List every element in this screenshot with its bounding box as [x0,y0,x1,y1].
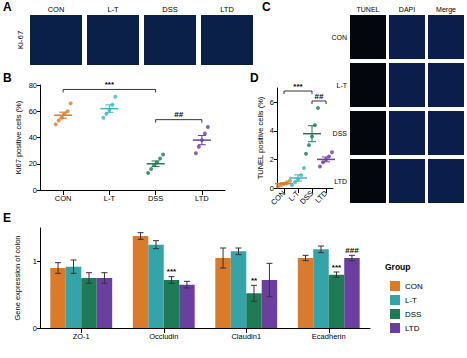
svg-text:Ki67 positive cells (%): Ki67 positive cells (%) [14,100,23,174]
svg-text:L-T: L-T [405,296,417,305]
svg-text:Ki-67: Ki-67 [16,30,25,49]
svg-text:TUNEL: TUNEL [357,6,380,13]
svg-text:CON: CON [331,34,347,41]
svg-text:LTD: LTD [334,178,347,185]
svg-text:CON: CON [269,189,287,207]
svg-text:Merge: Merge [436,6,456,14]
svg-text:DAPI: DAPI [399,6,415,13]
svg-text:LTD: LTD [405,324,420,333]
svg-text:E: E [3,211,11,225]
svg-text:40: 40 [29,133,37,142]
svg-text:D: D [250,71,259,85]
svg-text:Group: Group [385,262,411,272]
svg-text:ZO-1: ZO-1 [73,332,90,341]
svg-text:Gene expression of colon: Gene expression of colon [13,235,22,320]
svg-text:**: ** [251,276,258,285]
svg-text:DSS: DSS [405,310,421,319]
svg-text:##: ## [315,92,324,101]
svg-text:DSS: DSS [333,130,348,137]
svg-text:###: ### [345,246,359,255]
svg-text:0: 0 [270,184,274,193]
svg-text:0: 0 [33,324,37,333]
svg-text:***: *** [167,267,177,276]
svg-text:DSS: DSS [298,189,315,206]
svg-text:Occludin: Occludin [149,332,178,341]
svg-text:L-T: L-T [104,194,116,203]
svg-text:L-T: L-T [107,5,119,14]
svg-text:0: 0 [33,186,37,195]
svg-text:C: C [262,0,271,14]
svg-text:TUNEL positive cells (%): TUNEL positive cells (%) [256,96,265,179]
svg-text:***: *** [293,82,303,91]
svg-text:CON: CON [48,5,65,14]
svg-text:LTD: LTD [313,188,329,204]
svg-text:80: 80 [29,81,37,90]
svg-text:LTD: LTD [195,194,209,203]
svg-text:2: 2 [270,155,274,164]
svg-text:4: 4 [270,126,274,135]
svg-text:LTD: LTD [220,5,234,14]
svg-text:##: ## [174,110,183,119]
svg-text:DSS: DSS [148,194,163,203]
svg-text:DSS: DSS [162,5,177,14]
svg-text:Ecadherin: Ecadherin [312,332,346,341]
svg-text:6: 6 [270,98,274,107]
svg-text:60: 60 [29,107,37,116]
svg-text:B: B [3,71,12,85]
svg-text:1: 1 [33,257,37,266]
svg-text:CON: CON [405,282,423,291]
svg-text:***: *** [332,263,342,272]
svg-text:L-T: L-T [337,82,348,89]
svg-text:Claudin1: Claudin1 [231,332,261,341]
svg-text:L-T: L-T [286,188,302,204]
svg-text:20: 20 [29,159,37,168]
svg-text:CON: CON [55,194,72,203]
svg-text:A: A [3,0,12,14]
svg-text:***: *** [105,80,115,89]
